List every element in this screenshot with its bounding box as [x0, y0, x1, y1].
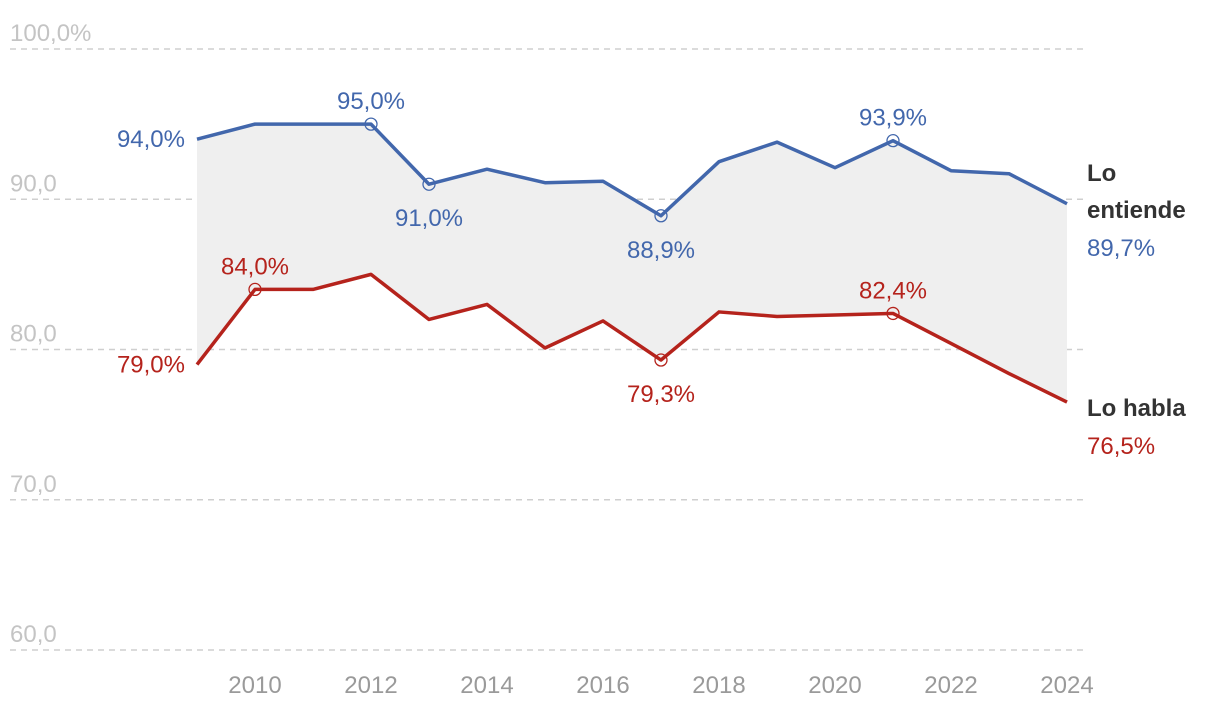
data-label: 95,0%: [337, 88, 405, 115]
x-axis: 2010 2012 2014 2016 2018 2020 2022 2024: [228, 672, 1093, 699]
point-markers: [248, 117, 900, 367]
data-label: 91,0%: [395, 205, 463, 232]
data-label: 82,4%: [859, 277, 927, 304]
series-end-labels: Lo entiende 89,7% Lo habla 76,5%: [1087, 160, 1186, 460]
x-tick-label: 2022: [924, 672, 977, 699]
series-end-value-habla: 76,5%: [1087, 433, 1155, 460]
x-tick-label: 2012: [344, 672, 397, 699]
x-tick-label: 2018: [692, 672, 745, 699]
series-end-value-entiende: 89,7%: [1087, 235, 1155, 262]
point-marker: [886, 134, 900, 148]
x-tick-label: 2024: [1040, 672, 1093, 699]
data-label: 88,9%: [627, 237, 695, 264]
data-label: 79,0%: [117, 352, 185, 379]
y-tick-label: 80,0: [10, 321, 57, 348]
series-name-habla: Lo habla: [1087, 395, 1186, 422]
series-line-entiende: [196, 122, 1068, 218]
y-tick-label: 70,0: [10, 471, 57, 498]
x-tick-label: 2016: [576, 672, 629, 699]
point-marker: [654, 209, 668, 223]
x-tick-label: 2010: [228, 672, 281, 699]
series-name-entiende: Lo: [1087, 160, 1116, 187]
x-tick-label: 2020: [808, 672, 861, 699]
y-tick-label: 60,0: [10, 621, 57, 648]
point-marker: [248, 282, 262, 297]
point-marker: [654, 353, 668, 367]
point-marker: [886, 306, 900, 321]
series-name-entiende: entiende: [1087, 197, 1186, 224]
data-labels: 94,0% 95,0% 91,0% 88,9% 93,9% 79,0% 84,0% 79,3%…: [117, 88, 927, 408]
y-tick-label: 90,0: [10, 170, 57, 197]
data-label: 94,0%: [117, 126, 185, 153]
area-between-series: [197, 124, 1067, 403]
data-label: 79,3%: [627, 381, 695, 408]
series-lines: [195, 122, 1068, 404]
y-tick-label: 100,0%: [10, 20, 91, 47]
point-marker: [422, 177, 436, 191]
area-fill: [197, 124, 1067, 403]
series-line-habla: [195, 272, 1068, 404]
point-marker: [364, 117, 378, 131]
data-label: 84,0%: [221, 253, 289, 280]
data-label: 93,9%: [859, 105, 927, 132]
x-tick-label: 2014: [460, 672, 513, 699]
